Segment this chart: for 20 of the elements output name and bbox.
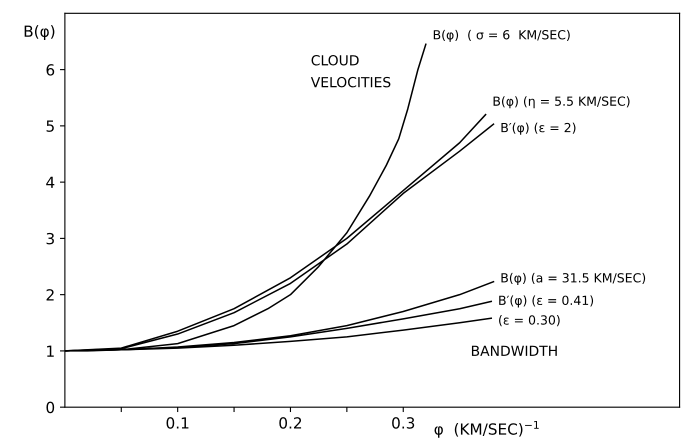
x-tick-label: 0.2 — [279, 417, 302, 429]
x-axis-title: φ (KM/SEC)$^{−1}$ — [434, 420, 539, 438]
series-label: B′(φ) (ε = 2) — [501, 122, 576, 135]
y-tick-label: 1 — [47, 346, 54, 357]
series-label: B(φ) (a = 31.5 KM/SEC) — [501, 272, 646, 285]
annotation: BANDWIDTH — [472, 346, 557, 356]
x-tick-label: 0.1 — [166, 417, 188, 429]
y-tick-label: 4 — [46, 176, 54, 188]
annotation: CLOUD VELOCITIES — [310, 55, 390, 88]
y-tick-label: 5 — [46, 120, 54, 132]
series-label: B(φ) (η = 5.5 KM/SEC) — [494, 96, 630, 108]
series-label: (ε = 0.30) — [499, 315, 560, 326]
series-label: B′(φ) (ε = 0.41) — [499, 295, 594, 308]
series-label: B(φ) ( σ = 6 KM/SEC) — [434, 30, 570, 42]
y-tick-label: 2 — [46, 289, 54, 300]
y-tick-label: 3 — [46, 232, 54, 244]
x-tick-label: 0.3 — [392, 417, 414, 429]
y-tick-label: 6 — [46, 64, 54, 76]
y-tick-label: 0 — [46, 402, 54, 414]
y-axis-title: B(φ) — [24, 25, 54, 40]
